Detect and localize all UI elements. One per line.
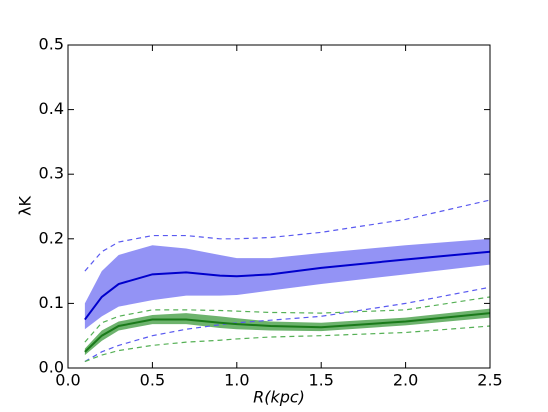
x-tick-label: 0.0	[55, 371, 80, 390]
x-tick-label: 1.0	[224, 371, 249, 390]
line	[84, 250, 491, 321]
y-tick-label: 0.4	[39, 99, 64, 118]
x-tick-label: 0.5	[140, 371, 165, 390]
x-tick-label: 2.5	[477, 371, 502, 390]
y-tick-label: 0.0	[39, 358, 64, 377]
y-tick-label: 0.1	[39, 293, 64, 312]
x-axis-label: R(kpc)	[253, 388, 305, 407]
dashed-line	[84, 296, 491, 343]
x-tick-label: 2.0	[393, 371, 418, 390]
y-axis-label: λK	[16, 196, 35, 216]
confidence-band	[84, 308, 490, 356]
dashed-line	[84, 199, 491, 272]
x-tick-label: 1.5	[308, 371, 333, 390]
plot-frame	[67, 44, 491, 369]
dashed-line	[84, 286, 491, 363]
y-tick-label: 0.2	[39, 228, 64, 247]
y-tick-label: 0.3	[39, 164, 64, 183]
dashed-line	[84, 325, 491, 363]
y-tick-label: 0.5	[39, 35, 64, 54]
line	[84, 312, 491, 353]
